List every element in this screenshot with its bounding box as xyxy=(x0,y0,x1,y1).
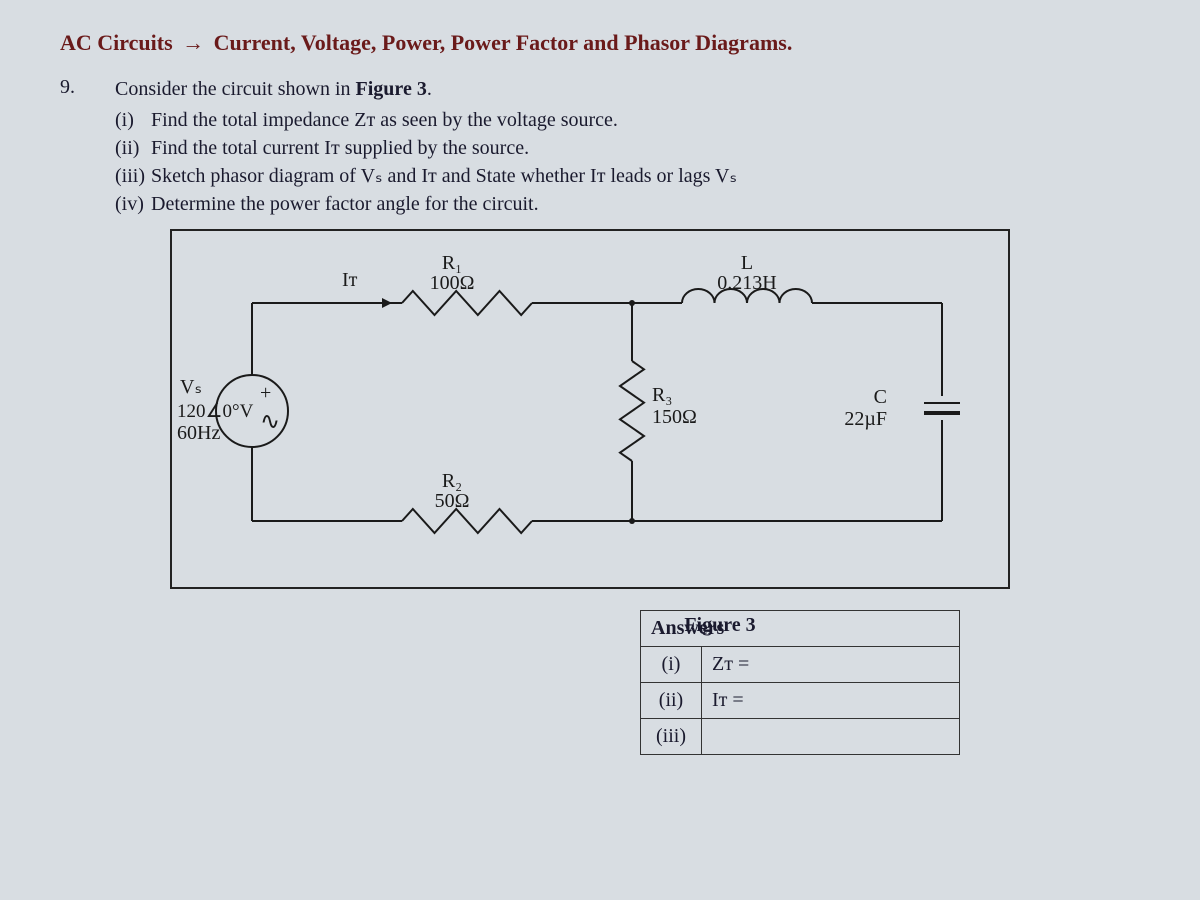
problem-block: 9. Consider the circuit shown in Figure … xyxy=(60,76,1140,219)
answers-row: (i)Zᴛ = xyxy=(641,647,960,683)
svg-text:22µF: 22µF xyxy=(844,408,887,430)
sub-item-text: Determine the power factor angle for the… xyxy=(151,193,539,215)
svg-text:100Ω: 100Ω xyxy=(430,272,475,294)
svg-text:50Ω: 50Ω xyxy=(435,490,470,512)
subtitle: Current, Voltage, Power, Power Factor an… xyxy=(214,30,793,55)
answer-label xyxy=(702,719,960,755)
svg-text:R₃: R₃ xyxy=(652,384,672,406)
sub-item-text: Sketch phasor diagram of Vₛ and Iᴛ and S… xyxy=(151,165,737,187)
answer-label: Iᴛ = xyxy=(702,683,960,719)
sub-item-number: (ii) xyxy=(115,135,151,162)
answers-row: (iii) xyxy=(641,719,960,755)
svg-text:+: + xyxy=(260,382,271,404)
sub-item: (iii)Sketch phasor diagram of Vₛ and Iᴛ … xyxy=(115,163,737,190)
svg-text:C: C xyxy=(874,386,887,408)
stem-figure-ref: Figure 3 xyxy=(356,78,427,100)
sub-item-number: (iv) xyxy=(115,191,151,218)
question-number: 9. xyxy=(60,76,85,219)
svg-text:60Hz: 60Hz xyxy=(177,422,220,444)
question-text: Consider the circuit shown in Figure 3. … xyxy=(115,76,737,219)
svg-text:Vₛ: Vₛ xyxy=(180,376,202,398)
svg-text:∿: ∿ xyxy=(260,409,280,435)
svg-text:R₂: R₂ xyxy=(442,470,462,492)
svg-text:120∠0°V: 120∠0°V xyxy=(177,401,254,422)
svg-text:150Ω: 150Ω xyxy=(652,406,697,428)
topic: AC Circuits xyxy=(60,30,173,55)
svg-text:Iᴛ: Iᴛ xyxy=(342,269,358,291)
stem-post: . xyxy=(427,78,432,100)
svg-text:L: L xyxy=(741,252,753,274)
sub-item: (ii)Find the total current Iᴛ supplied b… xyxy=(115,135,737,162)
sub-item-number: (i) xyxy=(115,107,151,134)
sub-item-text: Find the total impedance Zᴛ as seen by t… xyxy=(151,109,618,131)
answers-row: (ii)Iᴛ = xyxy=(641,683,960,719)
stem-pre: Consider the circuit shown in xyxy=(115,78,356,100)
svg-text:R₁: R₁ xyxy=(442,252,462,274)
answer-label: Zᴛ = xyxy=(702,647,960,683)
sub-items-list: (i)Find the total impedance Zᴛ as seen b… xyxy=(115,107,737,218)
answer-number: (iii) xyxy=(641,719,702,755)
answers-table: Answers (i)Zᴛ = (ii)Iᴛ = (iii) xyxy=(640,610,960,755)
answers-title: Answers xyxy=(641,611,960,647)
answer-number: (ii) xyxy=(641,683,702,719)
sub-item: (iv)Determine the power factor angle for… xyxy=(115,191,737,218)
svg-text:0.213H: 0.213H xyxy=(717,272,776,294)
sub-item-text: Find the total current Iᴛ supplied by th… xyxy=(151,137,529,159)
answer-number: (i) xyxy=(641,647,702,683)
sub-item: (i)Find the total impedance Zᴛ as seen b… xyxy=(115,107,737,134)
page-header: AC Circuits → Current, Voltage, Power, P… xyxy=(60,30,1140,56)
circuit-svg: + ∿ Vₛ 120∠0°V60Hz Iᴛ R₁100Ω L0.213H R₃150Ω C22µ… xyxy=(172,231,1008,587)
circuit-diagram: + ∿ Vₛ 120∠0°V60Hz Iᴛ R₁100Ω L0.213H R₃150Ω C22µ… xyxy=(170,229,1010,589)
arrow-icon: → xyxy=(182,30,204,56)
sub-item-number: (iii) xyxy=(115,163,151,190)
